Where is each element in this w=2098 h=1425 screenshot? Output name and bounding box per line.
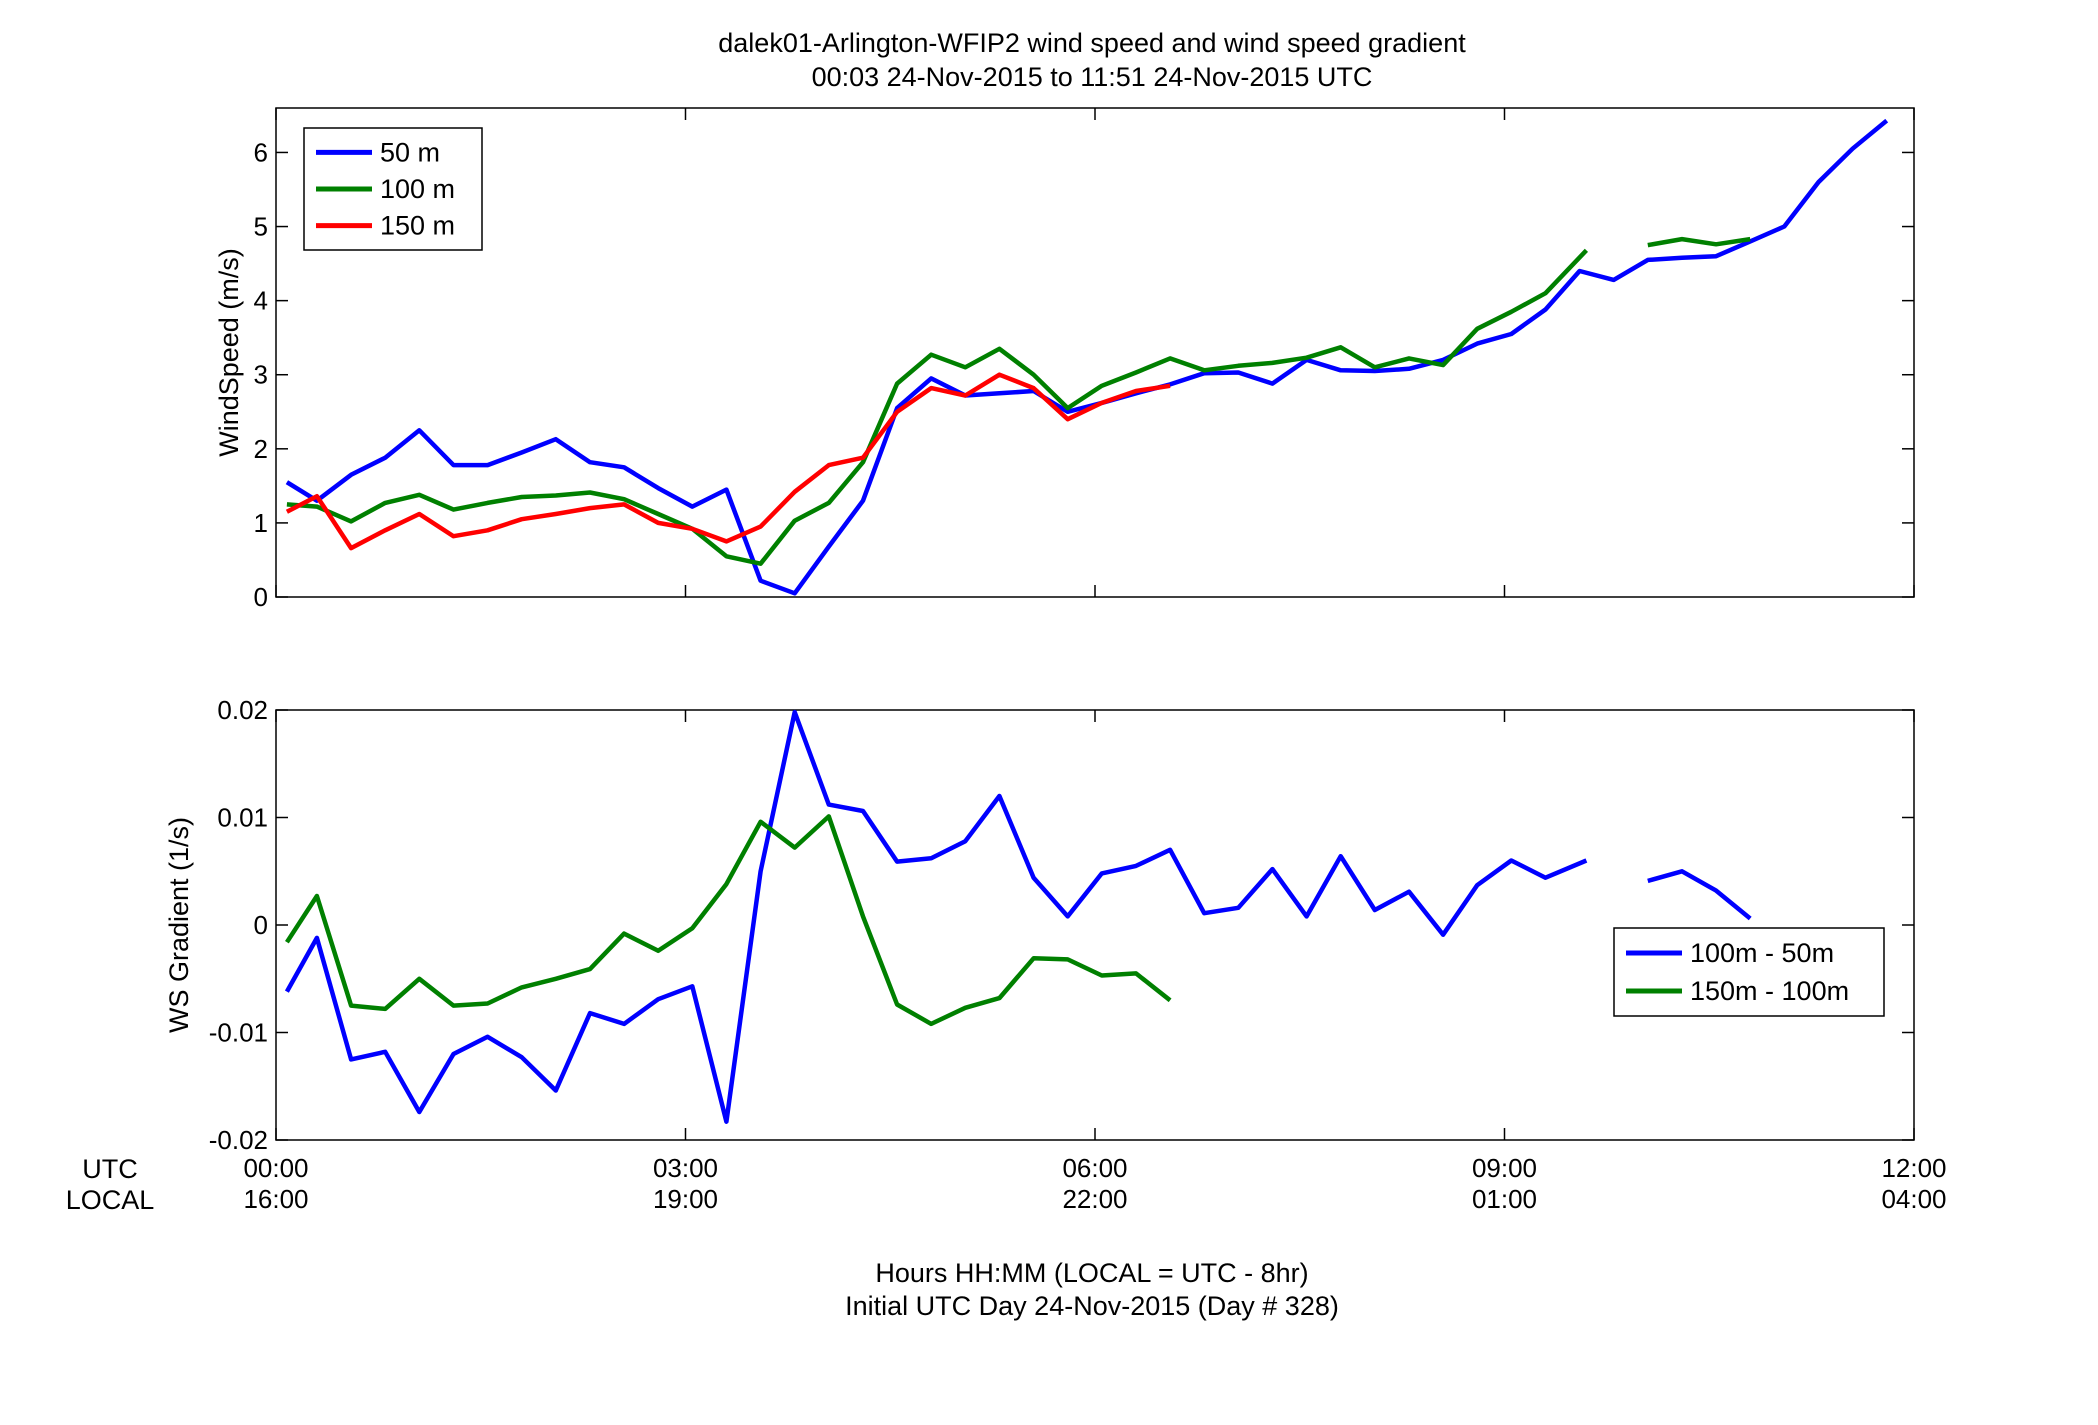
series-line-150-m [285,372,1171,551]
y-tick-label: 0 [254,582,268,612]
series-line-50-m [285,118,1889,596]
x-tick-label-utc: 00:00 [243,1153,308,1183]
y-tick-label: 3 [254,360,268,390]
y-tick-label: 1 [254,508,268,538]
legend-label-100-m: 100 m [380,174,455,204]
y-tick-label: 0.01 [217,803,268,833]
utc-row-label: UTC [82,1154,138,1184]
legend: 50 m 100 m 150 m [303,127,483,251]
plot-frame [275,709,1915,1141]
x-tick-label-local: 22:00 [1062,1184,1127,1214]
x-tick-label-local: 04:00 [1881,1184,1946,1214]
chart-title-line1: dalek01-Arlington-WFIP2 wind speed and w… [718,28,1466,58]
series-line-100m-50m [284,709,1588,1124]
series-line-100m-50m [1647,869,1752,921]
wind-speed-plot: 0 1 2 3 4 5 6 WindSpeed (m/s) 50 m 100 m 150 m [214,107,1915,612]
chart-title-line2: 00:03 24-Nov-2015 to 11:51 24-Nov-2015 U… [812,62,1373,92]
legend-label-150m-100m: 150m - 100m [1690,976,1849,1006]
y-axis-label: WS Gradient (1/s) [164,817,194,1033]
series-line-150m-100m [285,814,1172,1027]
x-tick-label-utc: 12:00 [1881,1153,1946,1183]
series-100-m [286,236,1751,566]
legend-label-100m-50m: 100m - 50m [1690,938,1834,968]
y-tick-label: 5 [254,212,268,242]
x-tick-label-local: 16:00 [243,1184,308,1214]
x-tick-label-utc: 06:00 [1062,1153,1127,1183]
series-line-100-m [1647,236,1751,248]
y-tick-label: 0 [254,910,268,940]
series-line-100-m [286,248,1589,566]
y-tick-label: -0.01 [209,1018,268,1048]
legend-box [1613,927,1885,1017]
series-150-m [285,372,1171,551]
x-axis-label-line1: Hours HH:MM (LOCAL = UTC - 8hr) [875,1258,1308,1288]
y-tick-label: -0.02 [209,1125,268,1155]
legend-label-50-m: 50 m [380,137,440,167]
x-axis-label-line2: Initial UTC Day 24-Nov-2015 (Day # 328) [845,1291,1339,1321]
y-tick-label: 6 [254,137,268,167]
series-50-m [285,118,1889,596]
legend: 100m - 50m 150m - 100m [1613,927,1885,1017]
x-tick-label-local: 01:00 [1472,1184,1537,1214]
x-tick-label-local: 19:00 [653,1184,718,1214]
x-tick-label-utc: 03:00 [653,1153,718,1183]
local-row-label: LOCAL [66,1185,155,1215]
y-tick-label: 0.02 [217,695,268,725]
x-tick-label-utc: 09:00 [1472,1153,1537,1183]
y-tick-label: 2 [254,434,268,464]
series-100m-50m [284,709,1752,1124]
series-150m-100m [285,814,1172,1027]
wind-speed-gradient-plot: -0.02 -0.01 0 0.01 0.02 WS Gradient (1/s) 100m… [164,695,1915,1155]
y-tick-label: 4 [254,286,268,316]
y-axis-label: WindSpeed (m/s) [214,248,244,457]
legend-label-150-m: 150 m [380,211,455,241]
plot-frame [275,107,1915,598]
